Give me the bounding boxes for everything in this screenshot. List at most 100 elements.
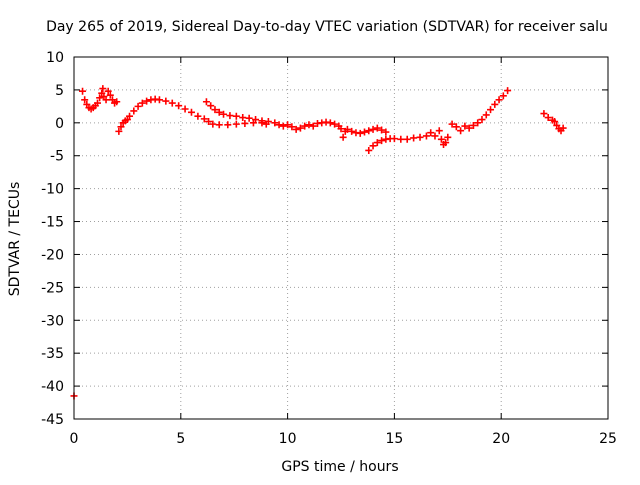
data-point bbox=[155, 96, 163, 104]
x-tick-label: 0 bbox=[70, 431, 79, 447]
data-point bbox=[365, 146, 373, 154]
data-point bbox=[427, 129, 435, 137]
data-point bbox=[232, 112, 240, 120]
data-point bbox=[326, 119, 334, 127]
data-point bbox=[102, 96, 110, 104]
data-point bbox=[288, 123, 296, 131]
data-point bbox=[360, 128, 368, 136]
data-points bbox=[70, 85, 567, 400]
data-point bbox=[378, 126, 386, 134]
y-tick-label: -35 bbox=[41, 346, 64, 362]
x-axis-title: GPS time / hours bbox=[281, 459, 398, 475]
data-point bbox=[130, 107, 138, 115]
y-tick-label: -15 bbox=[41, 215, 64, 231]
data-point bbox=[495, 96, 503, 104]
data-point bbox=[239, 114, 247, 122]
y-tick-label: -25 bbox=[41, 280, 64, 296]
data-point bbox=[487, 106, 495, 114]
data-point bbox=[168, 99, 176, 107]
data-point bbox=[126, 112, 134, 120]
data-point bbox=[499, 92, 507, 100]
data-point bbox=[365, 127, 373, 135]
data-point bbox=[284, 121, 292, 129]
data-point bbox=[403, 135, 411, 143]
data-point bbox=[205, 118, 213, 126]
data-point bbox=[339, 133, 347, 141]
y-tick-label: 5 bbox=[55, 83, 64, 99]
data-point bbox=[241, 119, 249, 127]
data-point bbox=[435, 127, 443, 135]
data-point bbox=[245, 114, 253, 122]
data-point bbox=[202, 98, 210, 106]
y-tick-label: 10 bbox=[46, 50, 64, 66]
data-point bbox=[181, 105, 189, 113]
data-point bbox=[551, 118, 559, 126]
data-point bbox=[469, 121, 477, 129]
data-point bbox=[226, 112, 234, 120]
data-point bbox=[390, 135, 398, 143]
data-point bbox=[271, 119, 279, 127]
data-point bbox=[474, 119, 482, 127]
data-point bbox=[96, 94, 104, 102]
data-point bbox=[491, 100, 499, 108]
data-point bbox=[397, 135, 405, 143]
data-point bbox=[422, 132, 430, 140]
data-point bbox=[465, 124, 473, 132]
data-point bbox=[232, 120, 240, 128]
data-point bbox=[99, 85, 107, 93]
data-point bbox=[215, 108, 223, 116]
data-point bbox=[93, 99, 101, 107]
data-point bbox=[207, 102, 215, 110]
data-point bbox=[106, 91, 114, 99]
data-point bbox=[224, 121, 232, 129]
chart-title: Day 265 of 2019, Sidereal Day-to-day VTE… bbox=[46, 19, 608, 35]
data-point bbox=[113, 98, 121, 106]
data-point bbox=[431, 132, 439, 140]
x-tick-label: 5 bbox=[176, 431, 185, 447]
data-point bbox=[301, 122, 309, 130]
data-point bbox=[444, 133, 452, 141]
axis-ticks: 0 5 10 15 20 25 10 5 0 -5 -10 -15 -20 -25 -30 -35 -40 -45 bbox=[41, 50, 617, 447]
data-point bbox=[305, 121, 313, 129]
data-point bbox=[138, 99, 146, 107]
data-point bbox=[194, 112, 202, 120]
data-point bbox=[482, 111, 490, 119]
data-point bbox=[544, 114, 552, 122]
data-point bbox=[117, 123, 125, 131]
data-point bbox=[309, 122, 317, 130]
data-point bbox=[292, 125, 300, 133]
grid-lines bbox=[74, 57, 608, 419]
data-point bbox=[356, 129, 364, 137]
data-point bbox=[187, 108, 195, 116]
data-point bbox=[504, 87, 512, 95]
data-point bbox=[337, 125, 345, 133]
y-tick-label: 0 bbox=[55, 116, 64, 132]
data-point bbox=[175, 102, 183, 110]
data-point bbox=[79, 87, 87, 95]
data-point bbox=[382, 128, 390, 136]
data-point bbox=[448, 120, 456, 128]
x-tick-label: 20 bbox=[492, 431, 510, 447]
y-tick-label: -5 bbox=[50, 149, 64, 165]
data-point bbox=[343, 125, 351, 133]
x-tick-label: 10 bbox=[279, 431, 297, 447]
data-point bbox=[457, 127, 465, 135]
y-tick-label: -40 bbox=[41, 379, 64, 395]
data-point bbox=[461, 122, 469, 130]
data-point bbox=[348, 127, 356, 135]
data-point bbox=[416, 133, 424, 141]
data-point bbox=[115, 127, 123, 135]
data-point bbox=[162, 97, 170, 105]
data-point bbox=[331, 120, 339, 128]
x-tick-label: 25 bbox=[599, 431, 617, 447]
data-point bbox=[209, 120, 217, 128]
data-point bbox=[442, 139, 450, 147]
data-point bbox=[104, 87, 112, 95]
data-point bbox=[378, 137, 386, 145]
data-point bbox=[410, 134, 418, 142]
data-point bbox=[452, 123, 460, 131]
data-point bbox=[478, 116, 486, 124]
data-point bbox=[200, 115, 208, 123]
